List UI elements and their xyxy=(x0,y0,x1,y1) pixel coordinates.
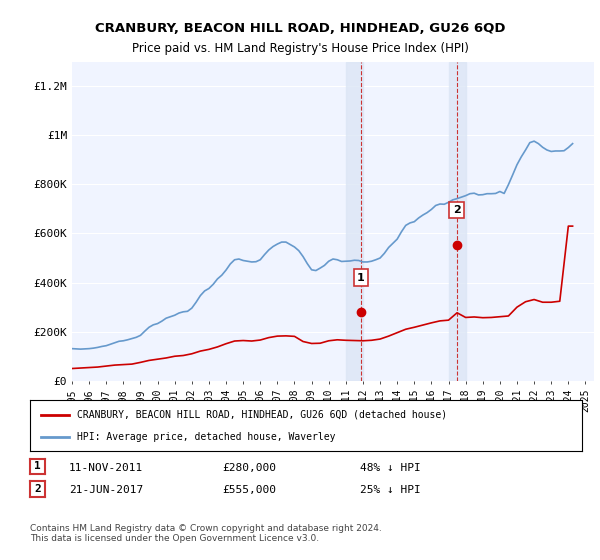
Bar xyxy=(346,62,363,381)
Text: 2: 2 xyxy=(452,205,460,215)
Text: 25% ↓ HPI: 25% ↓ HPI xyxy=(360,485,421,495)
Text: Price paid vs. HM Land Registry's House Price Index (HPI): Price paid vs. HM Land Registry's House … xyxy=(131,42,469,55)
Text: Contains HM Land Registry data © Crown copyright and database right 2024.
This d: Contains HM Land Registry data © Crown c… xyxy=(30,524,382,543)
Text: 1: 1 xyxy=(34,461,41,472)
Text: £555,000: £555,000 xyxy=(222,485,276,495)
Text: £280,000: £280,000 xyxy=(222,463,276,473)
Bar xyxy=(449,62,466,381)
Text: 1: 1 xyxy=(357,273,365,283)
Text: 21-JUN-2017: 21-JUN-2017 xyxy=(69,485,143,495)
Text: HPI: Average price, detached house, Waverley: HPI: Average price, detached house, Wave… xyxy=(77,432,335,442)
Text: 48% ↓ HPI: 48% ↓ HPI xyxy=(360,463,421,473)
Text: 2: 2 xyxy=(34,484,41,494)
Text: CRANBURY, BEACON HILL ROAD, HINDHEAD, GU26 6QD (detached house): CRANBURY, BEACON HILL ROAD, HINDHEAD, GU… xyxy=(77,409,447,419)
Text: CRANBURY, BEACON HILL ROAD, HINDHEAD, GU26 6QD: CRANBURY, BEACON HILL ROAD, HINDHEAD, GU… xyxy=(95,22,505,35)
Text: 11-NOV-2011: 11-NOV-2011 xyxy=(69,463,143,473)
